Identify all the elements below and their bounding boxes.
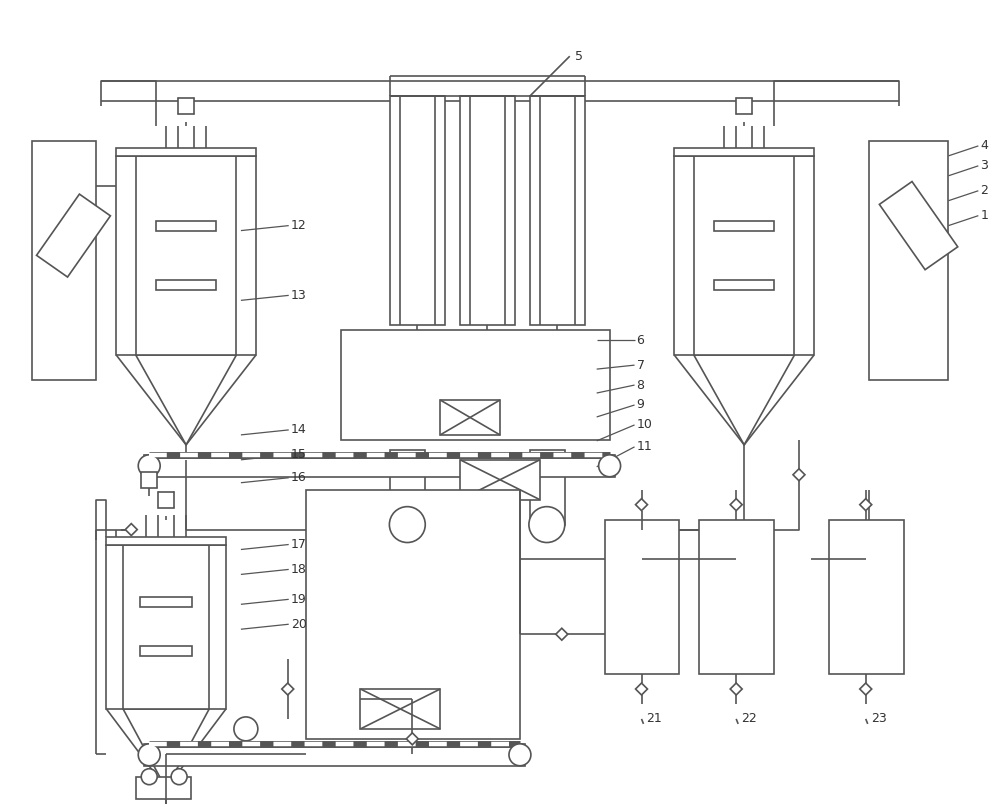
Bar [869, 141, 948, 380]
Circle shape [138, 455, 160, 477]
Polygon shape [282, 683, 294, 695]
Bar [694, 156, 794, 355]
Bar [158, 491, 174, 508]
Bar [714, 280, 774, 291]
Bar [144, 455, 615, 477]
Bar [360, 689, 440, 729]
Text: 10: 10 [637, 418, 652, 432]
Polygon shape [125, 524, 137, 536]
Text: 22: 22 [741, 713, 757, 725]
Text: 12: 12 [291, 220, 306, 232]
Polygon shape [636, 683, 647, 695]
Text: 17: 17 [291, 538, 307, 551]
Bar [460, 96, 515, 325]
Bar [530, 449, 565, 525]
Bar [460, 460, 540, 500]
Text: 5: 5 [575, 50, 583, 63]
Polygon shape [730, 683, 742, 695]
Text: 7: 7 [637, 358, 645, 372]
Bar [116, 148, 256, 156]
Text: 2: 2 [980, 184, 988, 197]
Text: 19: 19 [291, 593, 306, 606]
Bar [674, 156, 814, 355]
Bar [178, 98, 194, 114]
Polygon shape [860, 499, 872, 511]
Circle shape [171, 769, 187, 784]
Text: 11: 11 [637, 441, 652, 454]
Bar [736, 98, 752, 114]
Bar [106, 537, 226, 545]
Circle shape [509, 744, 531, 766]
Circle shape [529, 507, 565, 542]
Bar [140, 646, 192, 656]
Bar [390, 96, 445, 325]
Text: 23: 23 [871, 713, 886, 725]
Bar [156, 280, 216, 291]
Bar [106, 545, 226, 709]
Polygon shape [860, 683, 872, 695]
Text: 18: 18 [291, 563, 307, 576]
Bar [144, 744, 525, 766]
Bar [123, 545, 209, 709]
Bar [136, 156, 236, 355]
Text: 9: 9 [637, 399, 644, 412]
Bar [390, 449, 425, 525]
Text: 4: 4 [980, 140, 988, 153]
Text: 6: 6 [637, 334, 644, 347]
Bar [829, 520, 904, 674]
Bar [530, 96, 585, 325]
Bar [306, 490, 520, 739]
Circle shape [138, 744, 160, 766]
Bar [341, 330, 610, 440]
Polygon shape [793, 469, 805, 481]
Bar [699, 520, 774, 674]
Polygon shape [406, 733, 418, 745]
Text: 16: 16 [291, 471, 306, 484]
Text: 1: 1 [980, 209, 988, 222]
Polygon shape [879, 182, 958, 270]
Polygon shape [636, 499, 647, 511]
Bar [116, 156, 256, 355]
Polygon shape [37, 194, 110, 277]
Text: 13: 13 [291, 289, 306, 302]
Bar [140, 597, 192, 607]
Text: 8: 8 [637, 378, 645, 391]
Circle shape [141, 769, 157, 784]
Text: 20: 20 [291, 617, 307, 631]
Text: 14: 14 [291, 424, 306, 437]
Circle shape [389, 507, 425, 542]
Bar [156, 220, 216, 231]
Bar [440, 400, 500, 435]
Polygon shape [556, 628, 568, 640]
Bar [714, 220, 774, 231]
Polygon shape [730, 499, 742, 511]
Text: 21: 21 [646, 713, 662, 725]
Circle shape [599, 455, 621, 477]
Text: 15: 15 [291, 449, 307, 462]
Bar [32, 141, 96, 380]
Bar [605, 520, 679, 674]
Circle shape [234, 717, 258, 741]
Bar [136, 776, 191, 799]
Bar [674, 148, 814, 156]
Text: 3: 3 [980, 159, 988, 173]
Bar [141, 472, 157, 487]
